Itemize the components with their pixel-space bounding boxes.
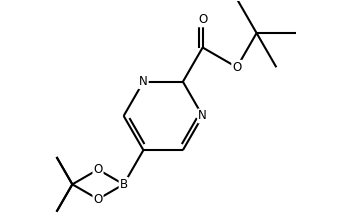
Text: N: N <box>198 109 207 122</box>
Text: O: O <box>198 13 207 26</box>
Text: N: N <box>139 75 148 88</box>
Text: O: O <box>232 61 241 74</box>
Text: B: B <box>120 178 128 191</box>
Text: O: O <box>93 193 103 206</box>
Text: O: O <box>93 163 103 176</box>
